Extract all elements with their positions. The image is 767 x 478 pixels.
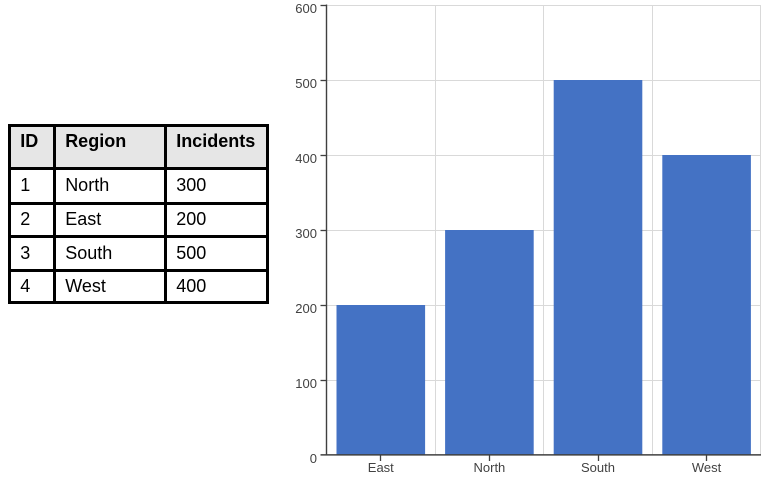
svg-text:400: 400: [295, 151, 317, 166]
svg-text:300: 300: [295, 226, 317, 241]
svg-text:0: 0: [310, 451, 317, 466]
svg-text:500: 500: [295, 76, 317, 91]
svg-text:200: 200: [295, 301, 317, 316]
svg-text:East: East: [368, 460, 394, 475]
svg-text:100: 100: [295, 376, 317, 391]
svg-text:North: North: [474, 460, 506, 475]
svg-text:600: 600: [295, 1, 317, 16]
svg-text:South: South: [581, 460, 615, 475]
svg-text:West: West: [692, 460, 722, 475]
